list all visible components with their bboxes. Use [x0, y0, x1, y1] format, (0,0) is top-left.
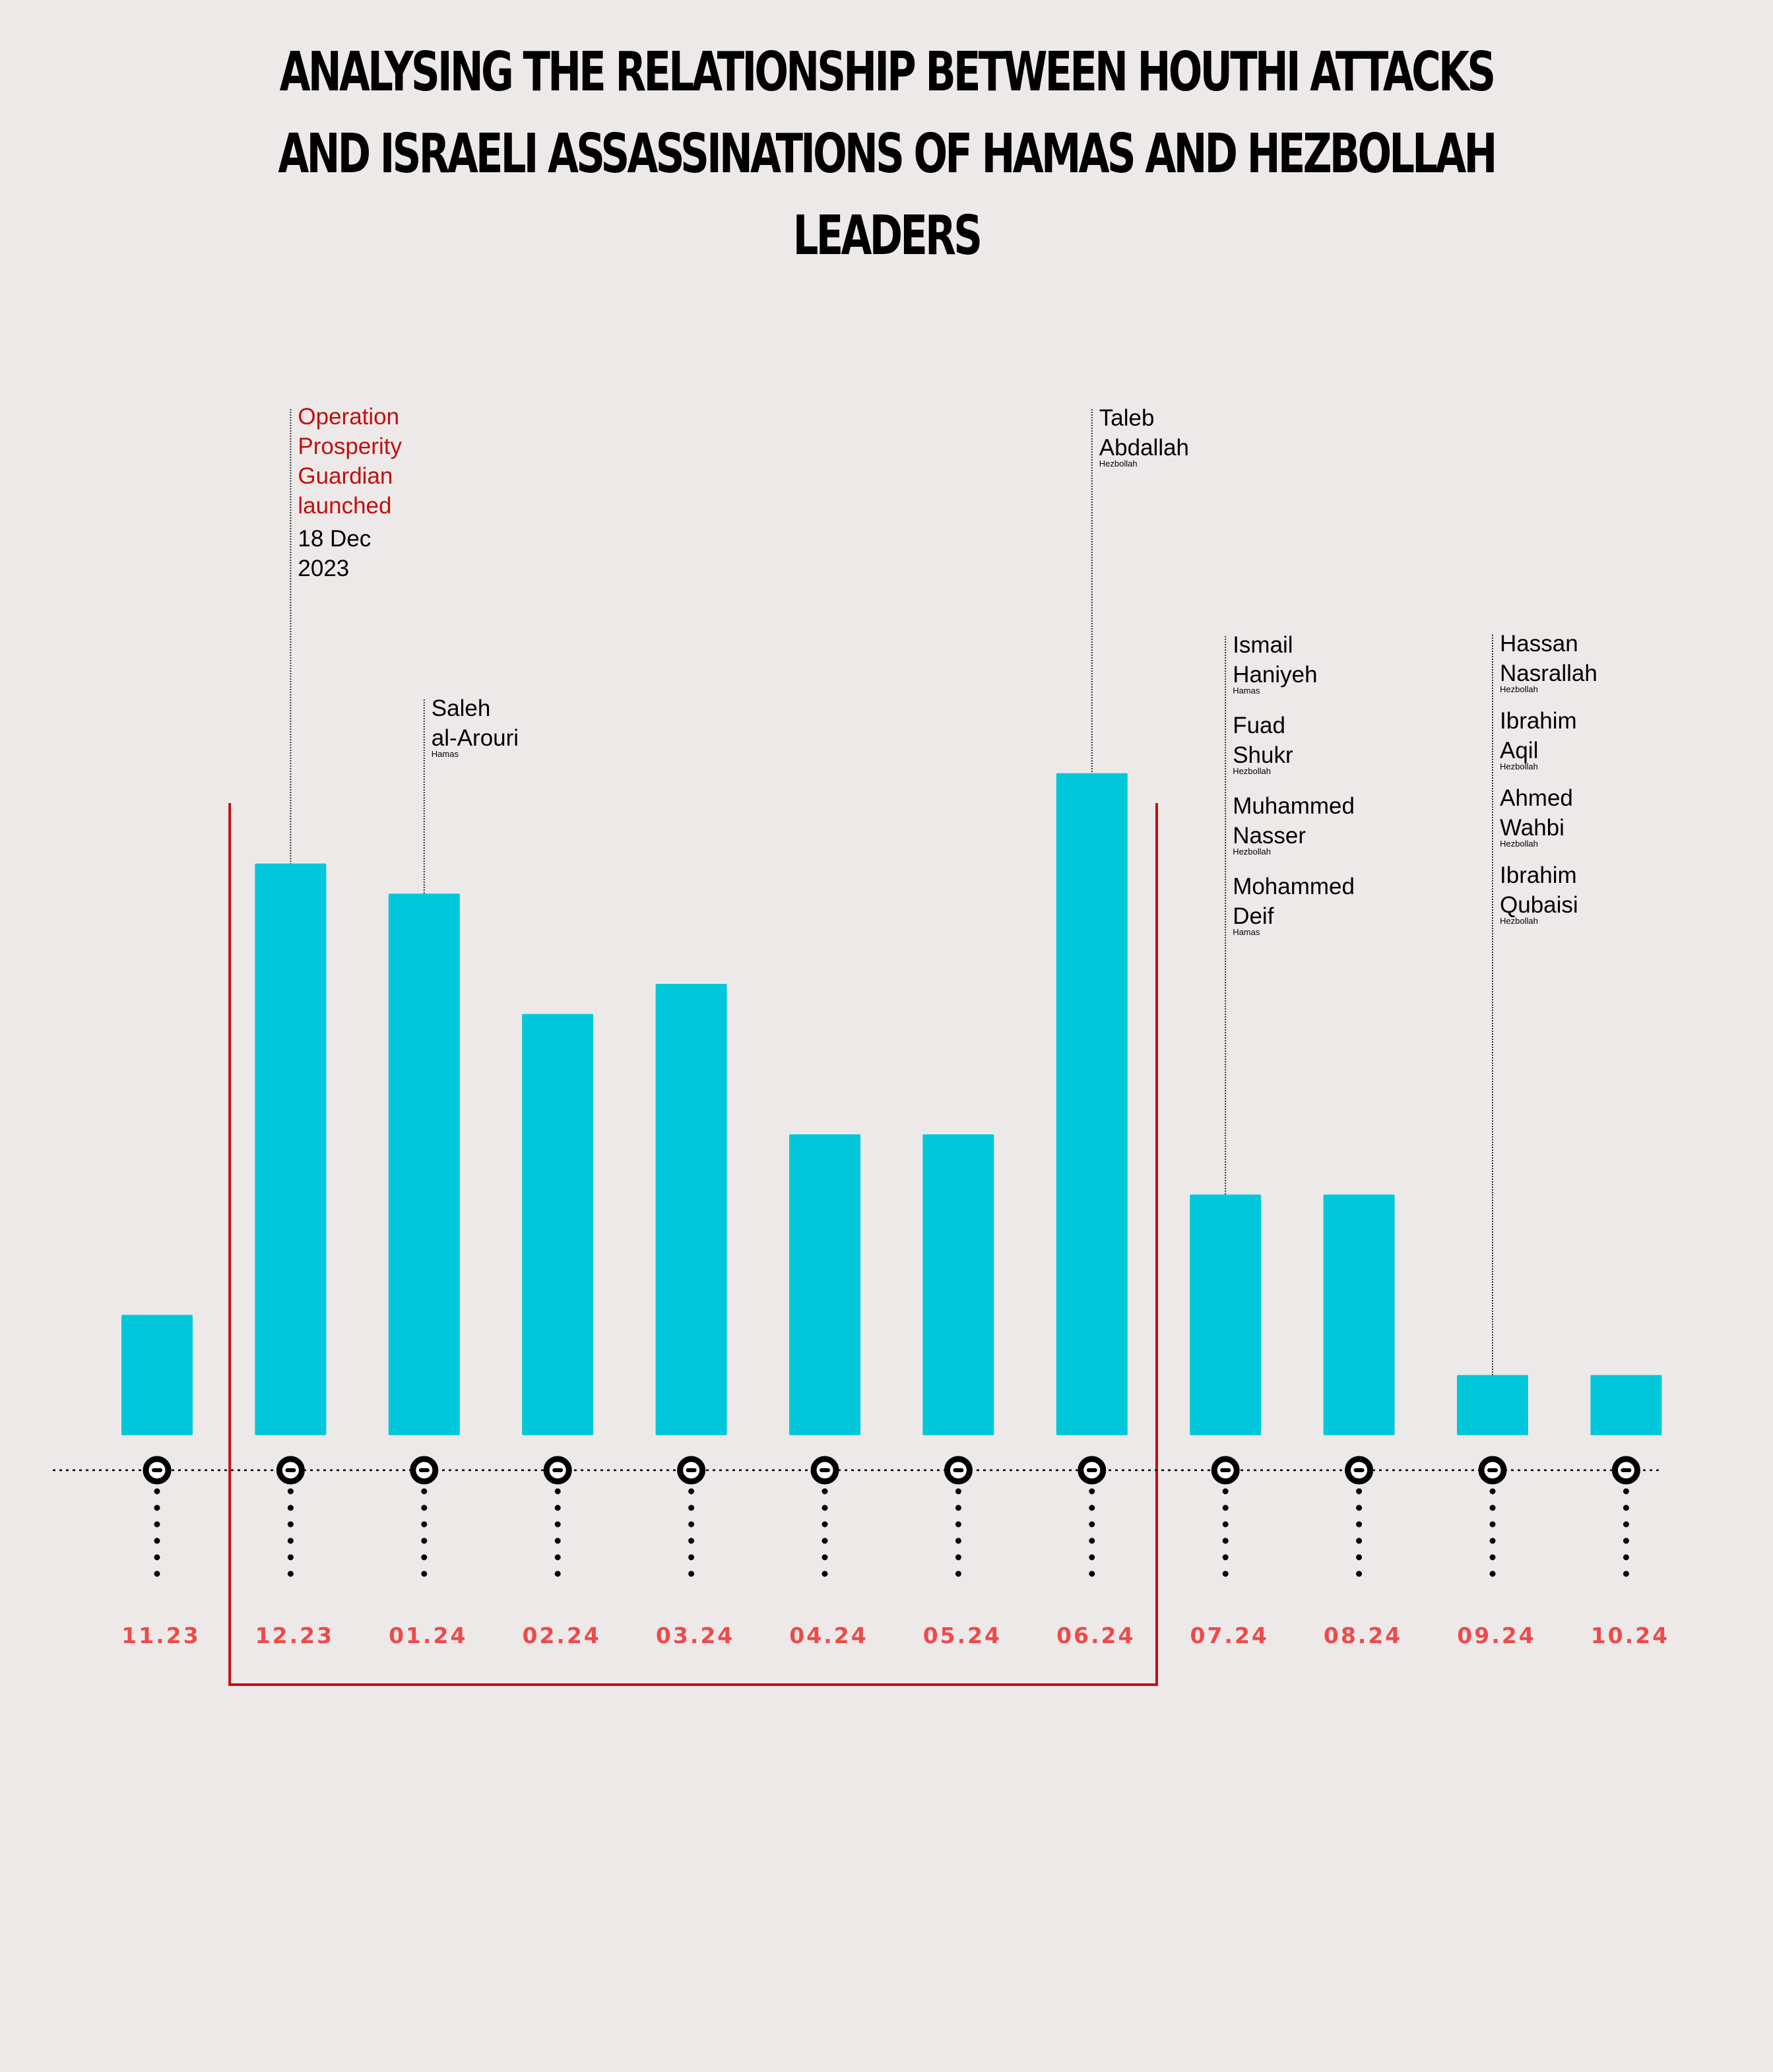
- tick-label-06-24: 06.24: [1056, 1623, 1135, 1648]
- bar-07-24: [1190, 1194, 1262, 1435]
- tick-label-05-24: 05.24: [923, 1623, 1002, 1648]
- annotation-07-24-muhammed-nasser-name-line-2: Nasser: [1233, 823, 1306, 849]
- operation-date-line-1: 18 Dec: [298, 526, 371, 552]
- operation-label-line-2: Prosperity: [298, 434, 402, 459]
- operation-label-line-4: launched: [298, 493, 391, 519]
- annotation-06-24-taleb-abdallah-group: Hezbollah: [1099, 459, 1138, 469]
- tick-label-04-24: 04.24: [789, 1623, 868, 1648]
- annotation-09-24-ibrahim-aqil-name-line-2: Aqil: [1500, 738, 1538, 763]
- annotation-07-24-ismail-haniyeh-name-line-2: Haniyeh: [1233, 662, 1317, 688]
- tick-labels-layer: 11.23 12.23 01.24 02.24 03.24 04.24 05.24 06.24…: [121, 1623, 1669, 1648]
- bar-03-24: [655, 984, 727, 1435]
- annotation-07-24-mohammed-deif-name-line-1: Mohammed: [1233, 874, 1355, 899]
- bars-layer: [121, 773, 1662, 1435]
- tick-label-02-24: 02.24: [523, 1623, 601, 1648]
- tick-label-01-24: 01.24: [389, 1623, 467, 1648]
- tick-label-03-24: 03.24: [656, 1623, 734, 1648]
- annotation-01-24-saleh-al-arouri-name-line-1: Saleh: [432, 696, 491, 721]
- annotation-09-24-ibrahim-qubaisi-name-line-1: Ibrahim: [1500, 862, 1577, 888]
- annotation-09-24-hassan-nasrallah-group: Hezbollah: [1500, 684, 1538, 694]
- tick-label-12-23: 12.23: [255, 1623, 334, 1648]
- bar-09-24: [1457, 1375, 1528, 1435]
- annotation-09-24-ahmed-wahbi-name-line-2: Wahbi: [1500, 815, 1564, 841]
- tick-label-10-24: 10.24: [1591, 1623, 1669, 1648]
- annotation-09-24-ibrahim-aqil-group: Hezbollah: [1500, 761, 1538, 771]
- annotation-leader-lines-layer: [290, 409, 1493, 1375]
- annotation-07-24-mohammed-deif-group: Hamas: [1233, 927, 1260, 937]
- annotation-07-24-muhammed-nasser-name-line-1: Muhammed: [1233, 793, 1355, 819]
- annotation-07-24-mohammed-deif-name-line-2: Deif: [1233, 903, 1274, 929]
- annotation-07-24-ismail-haniyeh-name-line-1: Ismail: [1233, 632, 1293, 658]
- annotation-09-24-hassan-nasrallah-name-line-2: Nasrallah: [1500, 661, 1597, 686]
- annotation-09-24-ibrahim-qubaisi-name-line-2: Qubaisi: [1500, 892, 1578, 918]
- annotation-09-24-hassan-nasrallah-name-line-1: Hassan: [1500, 631, 1578, 657]
- annotation-09-24-ahmed-wahbi-group: Hezbollah: [1500, 839, 1538, 849]
- tick-label-07-24: 07.24: [1190, 1623, 1269, 1648]
- annotation-01-24-saleh-al-arouri-name-line-2: al-Arouri: [432, 725, 519, 751]
- annotation-09-24-ibrahim-qubaisi-group: Hezbollah: [1500, 916, 1538, 926]
- chart-title: ANALYSING THE RELATIONSHIP BETWEEN HOUTH…: [278, 41, 1497, 267]
- annotation-07-24-fuad-shukr-name-line-2: Shukr: [1233, 742, 1293, 768]
- bar-11-23: [121, 1314, 193, 1435]
- annotation-06-24-taleb-abdallah-name-line-2: Abdallah: [1099, 435, 1189, 461]
- annotation-06-24-taleb-abdallah-name-line-1: Taleb: [1099, 405, 1155, 431]
- highlight-period-box: [228, 803, 1158, 1686]
- annotation-07-24-fuad-shukr-group: Hezbollah: [1233, 766, 1271, 776]
- bar-02-24: [522, 1014, 594, 1435]
- tick-label-08-24: 08.24: [1324, 1623, 1402, 1648]
- bar-05-24: [922, 1134, 994, 1435]
- annotation-07-24-muhammed-nasser-group: Hezbollah: [1233, 847, 1271, 857]
- annotation-01-24-saleh-al-arouri-group: Hamas: [432, 749, 459, 759]
- bar-01-24: [388, 893, 460, 1435]
- bar-08-24: [1323, 1194, 1395, 1435]
- bar-04-24: [789, 1134, 860, 1435]
- annotation-07-24-ismail-haniyeh-group: Hamas: [1233, 686, 1260, 696]
- operation-label-line-3: Guardian: [298, 463, 393, 489]
- tick-label-11-23: 11.23: [121, 1623, 200, 1648]
- bar-12-23: [255, 863, 327, 1435]
- tick-label-09-24: 09.24: [1457, 1623, 1535, 1648]
- axis-layer: [53, 1456, 1663, 1590]
- annotations-layer: Operation Prosperity Guardian launched 18 De…: [298, 404, 1597, 937]
- highlight-period-box-layer: [228, 803, 1158, 1686]
- bar-06-24: [1056, 773, 1128, 1435]
- operation-date-line-2: 2023: [298, 556, 349, 581]
- annotation-09-24-ahmed-wahbi-name-line-1: Ahmed: [1500, 785, 1573, 811]
- annotation-07-24-fuad-shukr-name-line-1: Fuad: [1233, 713, 1285, 738]
- operation-label-line-1: Operation: [298, 404, 399, 430]
- annotation-09-24-ibrahim-aqil-name-line-1: Ibrahim: [1500, 708, 1577, 734]
- bar-10-24: [1590, 1375, 1662, 1435]
